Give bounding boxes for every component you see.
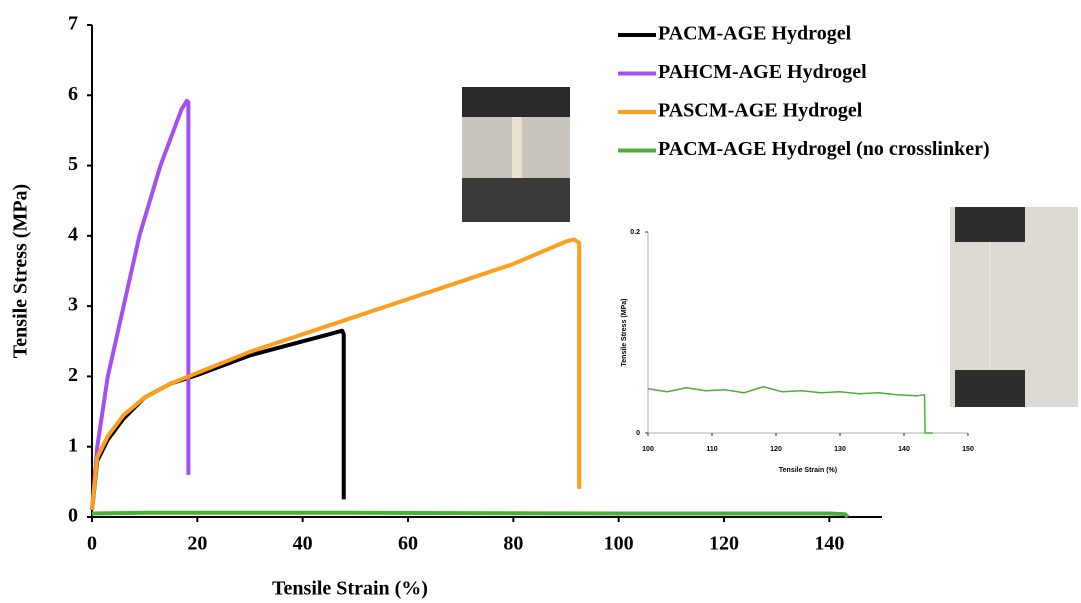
y-axis-title: Tensile Stress (MPa)	[621, 299, 628, 367]
x-tick-label: 60	[398, 533, 418, 555]
photo-inset	[950, 207, 1078, 407]
y-tick-label: 0	[68, 505, 78, 527]
inset-chart: 0 0.2 100 110 120 130 140 150 Tensile Strain (%)…	[621, 229, 974, 474]
x-axis-title: Tensile Strain (%)	[779, 467, 837, 474]
x-tick-label: 110	[706, 446, 717, 453]
x-tick-label: 100	[642, 446, 654, 453]
x-tick-label: 140	[814, 533, 844, 555]
photo-sample	[512, 117, 522, 178]
legend-label: PAHCM-AGE Hydrogel	[658, 61, 867, 83]
y-tick-label: 7	[68, 13, 78, 35]
data-line	[90, 98, 191, 511]
x-tick-label: 100	[604, 533, 634, 555]
x-tick-label: 120	[770, 446, 782, 453]
y-tick-label: 2	[68, 364, 78, 386]
legend-label: PASCM-AGE Hydrogel	[658, 100, 863, 122]
x-tick-label: 0	[87, 533, 97, 555]
legend-label: PACM-AGE Hydrogel	[658, 23, 852, 45]
y-tick-label: 0	[636, 430, 640, 437]
x-tick-label: 40	[293, 533, 313, 555]
photo-clamp	[462, 87, 570, 117]
y-tick-label: 5	[68, 153, 78, 175]
y-axis-title: Tensile Stress (MPa)	[10, 184, 32, 358]
data-line	[90, 237, 582, 511]
x-tick-label: 120	[709, 533, 739, 555]
legend-label: PACM-AGE Hydrogel (no crosslinker)	[658, 138, 990, 160]
data-line	[91, 510, 850, 519]
photo-clamp	[462, 178, 570, 222]
data-line	[90, 328, 346, 511]
y-tick-label: 3	[68, 294, 78, 316]
x-axis-title: Tensile Strain (%)	[272, 578, 428, 600]
data-line	[647, 386, 933, 434]
y-tick-label: 6	[68, 83, 78, 105]
main-chart: 0 1 2 3 4 5 6 7 0 20 40 60 80 100 120 140 Tensile Strain…	[10, 13, 990, 600]
y-tick-label: 1	[68, 434, 78, 456]
x-tick-label: 140	[898, 446, 910, 453]
x-tick-label: 130	[834, 446, 846, 453]
x-tick-label: 80	[503, 533, 523, 555]
x-tick-label: 20	[187, 533, 207, 555]
photo-clamp	[955, 207, 1025, 242]
photo-inset	[462, 87, 570, 222]
x-tick-label: 150	[962, 446, 974, 453]
y-tick-label: 0.2	[630, 229, 640, 236]
y-tick-label: 4	[68, 223, 78, 245]
photo-clamp	[955, 370, 1025, 407]
